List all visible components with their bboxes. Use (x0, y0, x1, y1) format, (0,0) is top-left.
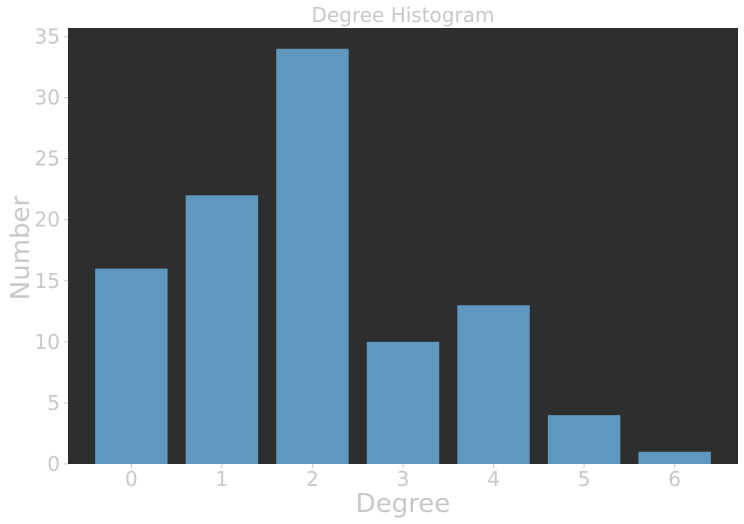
y-tick-label: 20 (35, 208, 60, 232)
y-tick-label: 5 (47, 391, 60, 415)
y-tick-label: 0 (47, 452, 60, 476)
y-tick-label: 25 (35, 147, 60, 171)
bar-degree-6 (638, 451, 711, 464)
x-axis-label: Degree (356, 489, 451, 519)
x-ticks-group: 0 1 2 3 4 5 6 (125, 464, 681, 491)
bar-degree-3 (366, 341, 440, 464)
y-tick-label: 30 (35, 86, 60, 110)
bar-degree-1 (185, 195, 259, 464)
y-tick-label: 15 (35, 269, 60, 293)
x-tick-label: 5 (578, 467, 591, 491)
x-tick-label: 0 (125, 467, 138, 491)
bar-degree-0 (95, 268, 168, 464)
chart-title: Degree Histogram (312, 3, 495, 27)
x-tick-label: 4 (487, 467, 500, 491)
y-tick-label: 35 (35, 25, 60, 49)
y-ticks-group: 0 5 10 15 20 25 30 35 (35, 25, 68, 476)
x-tick-label: 6 (668, 467, 681, 491)
bar-degree-4 (457, 305, 530, 464)
y-tick-label: 10 (35, 330, 60, 354)
y-axis-label: Number (6, 195, 36, 300)
bar-degree-5 (547, 415, 621, 464)
x-tick-label: 1 (216, 467, 229, 491)
x-tick-label: 3 (397, 467, 410, 491)
bar-degree-2 (276, 48, 349, 465)
bars-group (95, 48, 711, 465)
x-tick-label: 2 (306, 467, 319, 491)
